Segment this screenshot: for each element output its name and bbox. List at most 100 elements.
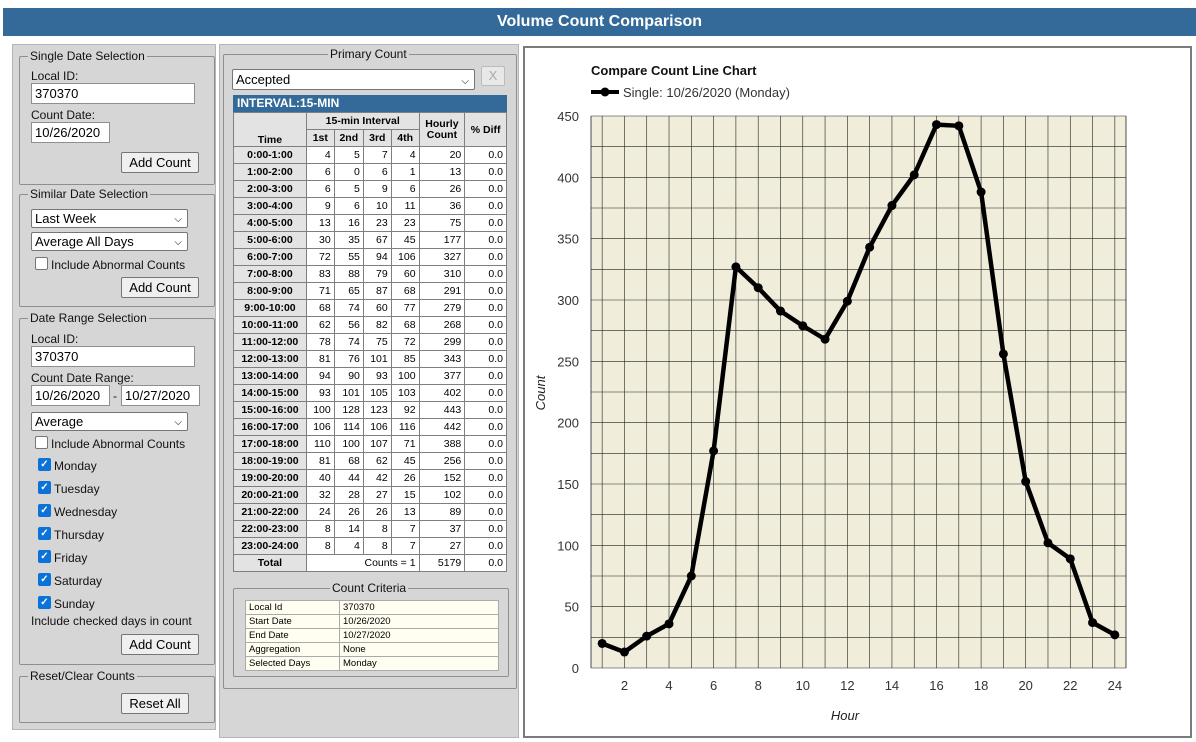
friday-checkbox[interactable]: ✓ [38,550,51,563]
close-button[interactable]: X [481,66,505,86]
criteria-row: Aggregation None [245,642,499,657]
monday-checkbox[interactable]: ✓ [38,458,51,471]
total-diff: 0.0 [464,554,507,572]
row-interval-value: 67 [362,231,392,249]
row-hourly: 299 [418,333,466,351]
table-row: 6:00-7:00 72 55 94 106 327 0.0 [233,248,507,266]
row-interval-value: 68 [305,299,335,317]
y-tick-label: 150 [557,477,579,492]
range-abnormal-checkbox[interactable] [35,436,48,449]
table-row: 16:00-17:00 106 114 106 116 442 0.0 [233,418,507,436]
count-line-chart: Compare Count Line Chart Single: 10/26/2… [533,63,1127,723]
table-row: 7:00-8:00 83 88 79 60 310 0.0 [233,265,507,283]
x-tick-label: 12 [840,678,854,693]
thursday-checkbox[interactable]: ✓ [38,527,51,540]
primary-count-table: Time 15-min Interval Hourly Count % Diff… [233,112,507,572]
single-local-id-input[interactable]: 370370 [31,83,195,104]
sunday-checkbox[interactable]: ✓ [38,596,51,609]
row-interval-value: 0 [333,163,364,181]
y-tick-label: 0 [572,661,579,676]
row-time: 12:00-13:00 [233,350,307,368]
similar-period-select[interactable]: Last Week ⌵ [31,209,188,228]
similar-aggregation-select[interactable]: Average All Days ⌵ [31,232,188,251]
table-row: 23:00-24:00 8 4 8 7 27 0.0 [233,537,507,555]
legend-label[interactable]: Single: 10/26/2020 (Monday) [623,85,790,100]
row-interval-value: 45 [390,231,420,249]
table-row: 22:00-23:00 8 14 8 7 37 0.0 [233,520,507,538]
row-interval-value: 103 [390,384,420,402]
data-point [932,120,942,130]
criteria-value: Monday [339,656,499,671]
row-interval-value: 11 [390,197,420,215]
row-time: 11:00-12:00 [233,333,307,351]
hourly-header-line1: Hourly [425,117,459,130]
row-hourly: 37 [418,520,466,538]
data-point [597,638,607,648]
monday-label: Monday [54,459,97,473]
range-local-id-input[interactable]: 370370 [31,346,195,367]
row-interval-value: 106 [390,248,420,266]
data-point [619,647,629,657]
q1-header: 1st [305,129,335,147]
row-interval-value: 68 [390,282,420,300]
table-row: 2:00-3:00 6 5 9 6 26 0.0 [233,180,507,198]
data-point [820,334,830,344]
range-aggregation-select[interactable]: Average ⌵ [31,412,188,431]
row-interval-value: 9 [362,180,392,198]
row-hourly: 327 [418,248,466,266]
range-add-count-button[interactable]: Add Count [121,634,199,655]
data-point [954,121,964,131]
row-interval-value: 81 [305,452,335,470]
single-count-date-input[interactable]: 10/26/2020 [31,122,110,143]
row-interval-value: 44 [333,469,364,487]
row-diff: 0.0 [464,418,507,436]
row-time: 19:00-20:00 [233,469,307,487]
row-interval-value: 100 [390,367,420,385]
range-end-date-input[interactable]: 10/27/2020 [121,385,200,406]
row-interval-value: 106 [305,418,335,436]
row-interval-value: 90 [333,367,364,385]
data-point [865,242,875,252]
row-diff: 0.0 [464,350,507,368]
similar-date-legend: Similar Date Selection [30,187,149,201]
row-interval-value: 28 [333,486,364,504]
row-interval-value: 32 [305,486,335,504]
row-interval-value: 79 [362,265,392,283]
y-tick-label: 250 [557,354,579,369]
range-start-date-input[interactable]: 10/26/2020 [31,385,110,406]
row-interval-value: 6 [305,163,335,181]
row-time: 18:00-19:00 [233,452,307,470]
row-hourly: 279 [418,299,466,317]
saturday-checkbox[interactable]: ✓ [38,573,51,586]
table-row: 17:00-18:00 110 100 107 71 388 0.0 [233,435,507,453]
tuesday-checkbox[interactable]: ✓ [38,481,51,494]
row-time: 10:00-11:00 [233,316,307,334]
table-row: 20:00-21:00 32 28 27 15 102 0.0 [233,486,507,504]
primary-status-value: Accepted [236,72,291,87]
row-interval-value: 68 [333,452,364,470]
wednesday-checkbox[interactable]: ✓ [38,504,51,517]
row-interval-value: 74 [333,299,364,317]
criteria-key: Local Id [245,600,340,615]
row-diff: 0.0 [464,452,507,470]
thursday-label: Thursday [54,528,105,542]
row-interval-value: 24 [305,503,335,521]
row-interval-value: 100 [305,401,335,419]
row-time: 15:00-16:00 [233,401,307,419]
table-row: 0:00-1:00 4 5 7 4 20 0.0 [233,146,507,164]
interval-header: INTERVAL:15-MIN [233,95,507,112]
criteria-value: 10/26/2020 [339,614,499,629]
range-abnormal-label: Include Abnormal Counts [51,437,186,451]
row-hourly: 177 [418,231,466,249]
row-interval-value: 42 [362,469,392,487]
row-hourly: 442 [418,418,466,436]
primary-status-select[interactable]: Accepted ⌵ [232,69,475,90]
row-interval-value: 9 [305,197,335,215]
similar-abnormal-checkbox[interactable] [35,257,48,270]
row-interval-value: 114 [333,418,364,436]
data-point [1110,630,1120,640]
reset-all-button[interactable]: Reset All [121,693,189,714]
single-add-count-button[interactable]: Add Count [121,152,199,173]
similar-add-count-button[interactable]: Add Count [121,277,199,298]
row-interval-value: 8 [305,520,335,538]
